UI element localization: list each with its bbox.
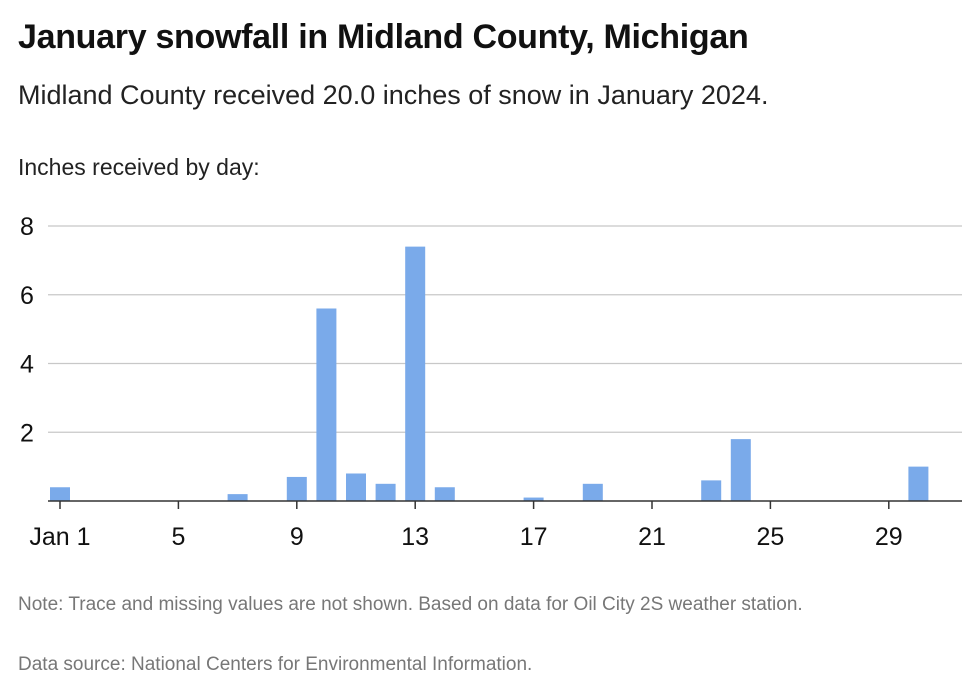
x-tick-label-17: 17 [520,523,548,551]
tick-labels: 2 4 6 8 Jan 1 5 9 13 17 21 25 29 [20,213,903,551]
chart-subtitle: Midland County received 20.0 inches of s… [18,80,769,110]
bar-jan-9 [286,476,307,501]
bars [50,246,929,501]
chart-title: January snowfall in Midland County, Mich… [18,18,749,56]
bar-jan-10 [316,308,337,501]
bar-jan-11 [346,473,366,501]
y-tick-label-2: 2 [20,419,34,447]
bar-jan-13 [405,246,426,501]
x-tick-label-29: 29 [875,523,903,551]
data-source: Data source: National Centers for Enviro… [18,654,533,675]
grid-lines [48,225,962,433]
x-axis [48,500,962,509]
y-tick-label-6: 6 [20,282,34,310]
x-tick-label-1: Jan 1 [29,523,90,551]
bar-jan-24 [730,439,751,501]
bar-jan-17 [523,497,544,501]
snowfall-bar-chart: 2 4 6 8 Jan 1 5 9 13 17 21 25 29 [20,213,962,551]
x-tick-label-9: 9 [290,523,304,551]
chart-note: Note: Trace and missing values are not s… [18,594,803,615]
x-tick-label-21: 21 [638,523,666,551]
bar-jan-23 [701,480,722,501]
bar-jan-30 [908,466,929,501]
bar-jan-19 [582,483,603,501]
y-tick-label-8: 8 [20,213,34,241]
x-tick-label-5: 5 [171,523,185,551]
y-tick-label-4: 4 [20,351,34,379]
bar-jan-14 [434,487,455,501]
bar-jan-1 [50,487,70,501]
bar-jan-7 [227,494,248,501]
bar-jan-12 [375,483,396,501]
y-axis-caption: Inches received by day: [18,154,260,180]
x-tick-label-13: 13 [401,523,429,551]
x-tick-label-25: 25 [756,523,784,551]
